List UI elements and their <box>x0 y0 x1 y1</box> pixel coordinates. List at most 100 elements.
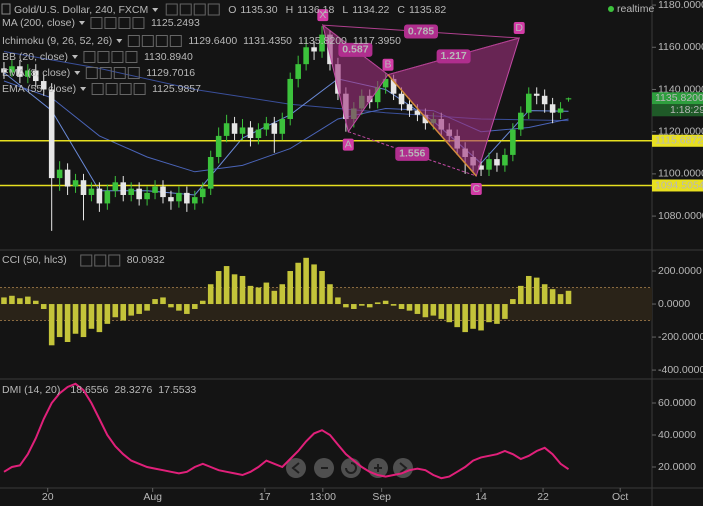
cci-bar <box>454 304 460 328</box>
back-button[interactable] <box>286 458 306 478</box>
candle-body <box>398 93 405 105</box>
indicator-button[interactable] <box>99 67 112 79</box>
indicator-name: EMA (55, close) <box>2 83 76 95</box>
cci-bar <box>1 297 7 305</box>
candle-body <box>184 192 190 204</box>
candle-body <box>215 135 222 158</box>
indicator-button[interactable] <box>91 83 104 95</box>
cci-bar <box>40 304 47 309</box>
ratio-label: 1.556 <box>399 148 425 160</box>
candle-body <box>533 93 540 96</box>
indicator-button[interactable] <box>119 83 132 95</box>
cci-bar <box>112 304 119 318</box>
cci-bar <box>32 300 39 305</box>
indicator-button[interactable] <box>125 51 138 63</box>
indicator-button[interactable] <box>127 35 140 47</box>
cci-bar <box>263 282 270 305</box>
candle-body <box>231 123 238 134</box>
x-tick-label: Oct <box>612 491 628 503</box>
indicator-button[interactable] <box>83 51 96 63</box>
panel-button[interactable] <box>94 254 107 267</box>
candle-body <box>223 123 230 136</box>
indicator-button[interactable] <box>104 17 117 29</box>
indicator-button[interactable] <box>141 35 154 47</box>
indicator-button[interactable] <box>118 17 131 29</box>
candle-body <box>486 159 492 170</box>
panel-value: 80.0932 <box>127 254 165 266</box>
cci-bar <box>525 275 532 305</box>
indicator-button[interactable] <box>111 51 124 63</box>
y-tick-label: 1160.0000 <box>658 41 703 53</box>
indicator-button[interactable] <box>97 51 110 63</box>
cci-bar <box>136 304 142 314</box>
indicator-button[interactable] <box>127 67 140 79</box>
cci-bar <box>406 304 413 311</box>
header-button[interactable] <box>193 3 206 16</box>
point-box <box>342 138 354 151</box>
indicator-value: 1125.2493 <box>151 17 200 29</box>
panel-value: 28.3276 <box>114 384 152 396</box>
cci-bar <box>311 264 317 305</box>
header-icon <box>1 3 11 15</box>
indicator-value: 1129.6400 <box>188 35 237 47</box>
cci-bar <box>96 304 103 333</box>
indicator-menu-arrow[interactable] <box>80 87 87 91</box>
quote-value: 1135.82 <box>409 4 446 16</box>
reset-button[interactable] <box>341 458 361 478</box>
y-tick-label: 1100.0000 <box>658 168 703 180</box>
cci-bar <box>358 304 365 306</box>
cci-bar <box>565 290 572 305</box>
header-button[interactable] <box>165 3 178 16</box>
candle-body <box>199 188 206 198</box>
cci-bar <box>390 304 397 306</box>
cci-bar <box>199 300 206 305</box>
candle-body <box>494 159 500 166</box>
x-tick-label: Sep <box>372 491 391 503</box>
forward-button[interactable] <box>393 458 413 478</box>
candle-body <box>271 123 278 134</box>
quote-name: C <box>397 4 405 16</box>
indicator-menu-arrow[interactable] <box>78 21 85 25</box>
cci-bar <box>192 304 198 309</box>
header-button[interactable] <box>207 3 220 16</box>
indicator-button[interactable] <box>85 67 98 79</box>
cci-bar <box>557 294 564 305</box>
indicator-button[interactable] <box>132 17 145 29</box>
cci-bar <box>144 304 150 311</box>
symbol-menu-arrow[interactable] <box>152 8 159 12</box>
cci-bar <box>319 271 325 305</box>
cci-bar <box>247 285 254 305</box>
panel-button[interactable] <box>108 254 121 267</box>
y-tick-label: -200.0000 <box>658 331 703 343</box>
countdown: 1:18:29 <box>670 104 703 116</box>
header-button[interactable] <box>179 3 192 16</box>
cci-bar <box>207 284 214 305</box>
candle-body <box>510 129 516 155</box>
indicator-button[interactable] <box>90 17 103 29</box>
candle-body <box>64 169 71 187</box>
candle-body <box>207 157 214 189</box>
candle-body <box>414 110 421 115</box>
panel-button[interactable] <box>80 254 93 267</box>
candle-body <box>319 34 325 52</box>
candle-body <box>565 98 572 100</box>
candle-body <box>17 66 23 77</box>
candle-body <box>247 127 254 139</box>
cci-bar <box>120 304 127 321</box>
candle-body <box>120 182 127 195</box>
indicator-button[interactable] <box>113 67 126 79</box>
chart-title: Gold/U.S. Dollar, 240, FXCM <box>14 4 148 16</box>
point-label: A <box>345 138 352 150</box>
indicator-button[interactable] <box>155 35 168 47</box>
indicator-button[interactable] <box>169 35 182 47</box>
indicator-menu-arrow[interactable] <box>71 55 78 59</box>
indicator-button[interactable] <box>105 83 118 95</box>
indicator-menu-arrow[interactable] <box>74 71 81 75</box>
panel-value: 17.5533 <box>158 384 196 396</box>
cci-bar <box>104 304 111 324</box>
candle-body <box>303 47 309 65</box>
indicator-button[interactable] <box>133 83 146 95</box>
indicator-menu-arrow[interactable] <box>116 39 123 43</box>
cci-bar <box>287 271 294 305</box>
